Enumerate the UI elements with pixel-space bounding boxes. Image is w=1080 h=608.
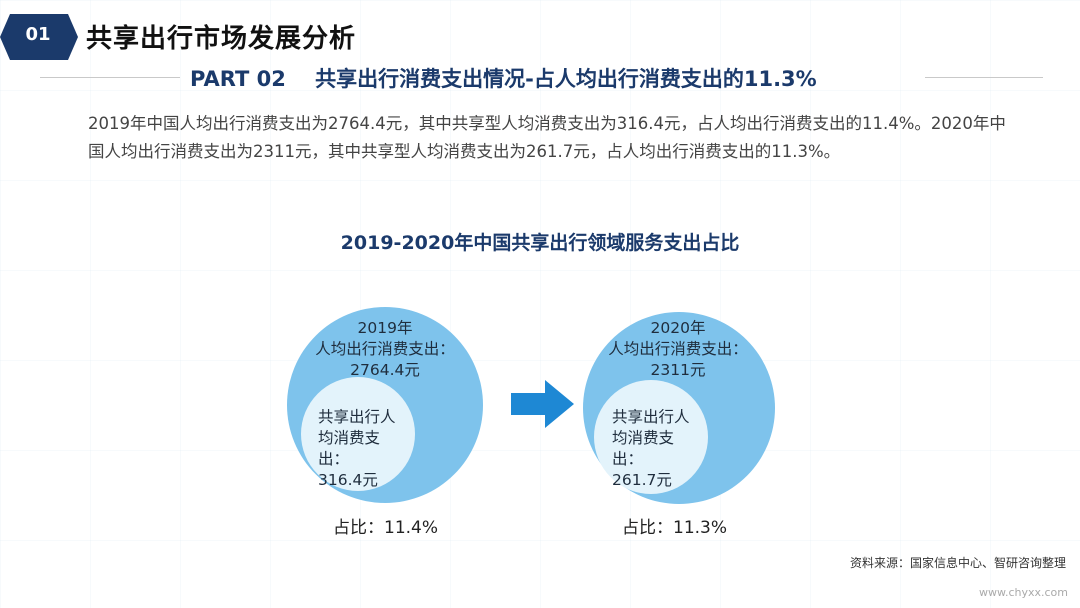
part-number: PART 02 [190, 67, 286, 91]
part-title: 共享出行消费支出情况-占人均出行消费支出的11.3% [315, 67, 817, 91]
divider-right [925, 77, 1043, 78]
inner-caption1-2019: 共享出行人 [318, 408, 396, 426]
inner-label-2020: 共享出行人 均消费支出： 261.7元 [612, 407, 698, 491]
part-heading: PART 02 共享出行消费支出情况-占人均出行消费支出的11.3% [190, 63, 817, 93]
inner-caption2-2019: 均消费支出： [318, 429, 381, 468]
outer-caption-2019: 人均出行消费支出： [315, 340, 455, 358]
outer-value-2020: 2311元 [650, 361, 706, 379]
section-badge [0, 14, 78, 60]
outer-label-2019: 2019年 人均出行消费支出： 2764.4元 [305, 318, 465, 381]
share-2020: 占比：11.3% [622, 518, 728, 538]
inner-label-2019: 共享出行人 均消费支出： 316.4元 [318, 407, 404, 491]
outer-value-2019: 2764.4元 [350, 361, 420, 379]
inner-circle-2019 [301, 377, 415, 491]
outer-caption-2020: 人均出行消费支出： [608, 340, 748, 358]
inner-value-2020: 261.7元 [612, 471, 672, 489]
outer-year-2020: 2020年 [650, 319, 706, 337]
source-note: 资料来源：国家信息中心、智研咨询整理 [849, 556, 1066, 570]
diagram-title: 2019-2020年中国共享出行领域服务支出占比 [340, 232, 740, 254]
inner-value-2019: 316.4元 [318, 471, 378, 489]
description-text: 2019年中国人均出行消费支出为2764.4元，其中共享型人均消费支出为316.… [88, 114, 1006, 161]
inner-caption1-2020: 共享出行人 [612, 408, 690, 426]
divider-left [40, 77, 180, 78]
share-2019: 占比：11.4% [333, 518, 439, 538]
page-title: 共享出行市场发展分析 [86, 24, 357, 54]
arrow-right-icon [511, 380, 574, 428]
outer-year-2019: 2019年 [357, 319, 413, 337]
inner-caption2-2020: 均消费支出： [612, 429, 675, 468]
inner-circle-2020 [594, 380, 708, 494]
watermark: www.chyxx.com [978, 586, 1068, 599]
section-number: 01 [25, 24, 51, 45]
outer-label-2020: 2020年 人均出行消费支出： 2311元 [598, 318, 758, 381]
